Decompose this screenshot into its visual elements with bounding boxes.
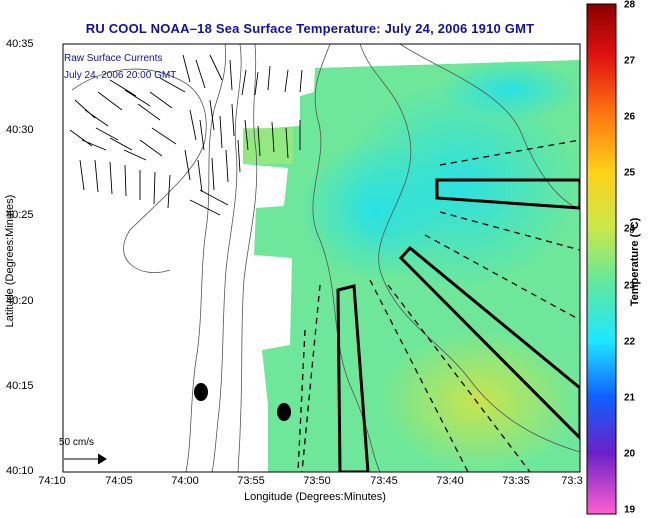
x-tick: 73:40 [436, 475, 464, 487]
station-marker [194, 383, 208, 401]
x-tick: 74:10 [38, 475, 66, 487]
x-tick: 73:35 [502, 475, 530, 487]
x-axis-label: Longitude (Degrees:Minutes) [244, 491, 386, 503]
x-tick: 74:05 [105, 475, 133, 487]
colorbar-tick: 28 [624, 0, 636, 11]
sst-warm-south [380, 330, 580, 472]
sampling-sectors [336, 178, 580, 472]
figure-title: RU COOL NOAA–18 Sea Surface Temperature:… [85, 21, 535, 36]
colorbar-tick: 26 [624, 111, 636, 123]
colorbar-tick: 27 [624, 55, 636, 67]
x-tick: 73:55 [237, 475, 265, 487]
sst-warm-patch [243, 128, 293, 164]
colorbar-tick: 23 [624, 280, 636, 292]
currents-overlay-label: Raw Surface Currents [64, 53, 163, 64]
colorbar [586, 3, 617, 515]
scale-bar-label: 50 cm/s [59, 437, 95, 448]
coastline-contours [71, 44, 580, 472]
colorbar-tick: 24 [624, 223, 636, 235]
y-tick: 40:20 [6, 295, 34, 307]
currents-overlay-time: July 24, 2006 20:00 GMT [64, 70, 177, 81]
x-tick: 73:3 [561, 475, 583, 487]
colorbar-tick: 19 [624, 504, 636, 516]
x-tick: 74:00 [171, 475, 199, 487]
colorbar-title: Temperature (°C) [629, 217, 641, 307]
y-tick: 40:30 [6, 124, 34, 136]
station-marker [277, 403, 291, 421]
colorbar-tick: 20 [624, 448, 636, 460]
scale-arrow [64, 453, 107, 465]
x-tick: 73:50 [303, 475, 331, 487]
colorbar-tick: 21 [624, 392, 636, 404]
x-tick: 73:45 [370, 475, 398, 487]
surface-current-vectors [69, 54, 303, 216]
y-tick: 40:25 [6, 209, 34, 221]
colorbar-tick: 22 [624, 336, 636, 348]
colorbar-tick: 25 [624, 167, 636, 179]
y-tick: 40:10 [6, 465, 34, 477]
y-tick: 40:35 [6, 38, 34, 50]
sst-cool-north [440, 60, 580, 120]
plot-frame [62, 43, 581, 473]
radial-dashed-lines [297, 139, 580, 472]
y-axis-label: Latitude (Degrees:Minutes) [4, 194, 16, 328]
y-tick: 40:15 [6, 380, 34, 392]
sst-cool-west [300, 140, 450, 280]
